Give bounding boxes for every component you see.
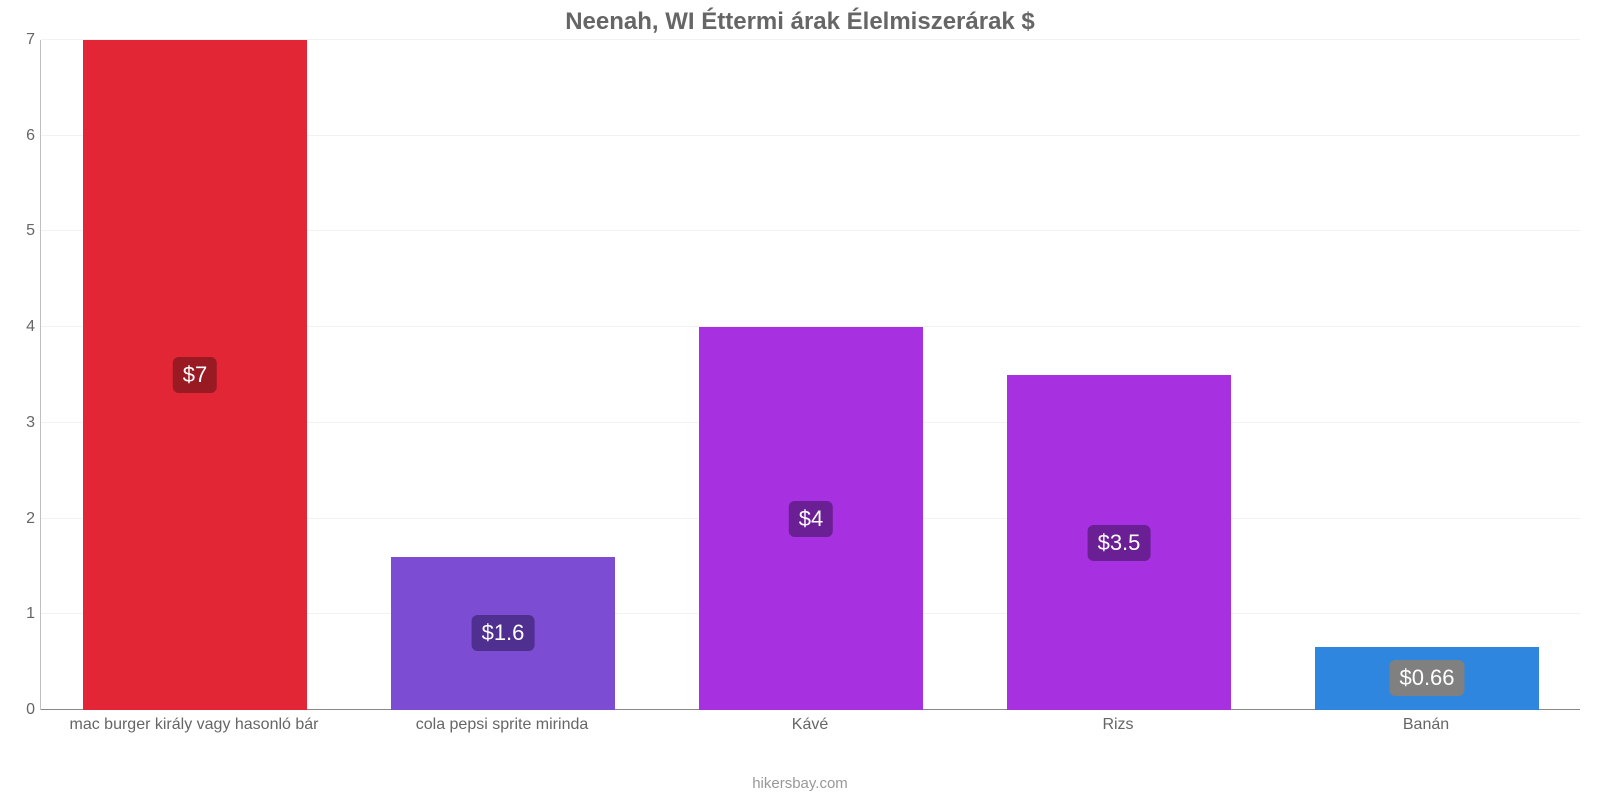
y-tick-label: 7 (13, 31, 35, 49)
y-tick-label: 3 (13, 414, 35, 432)
bar-slot: $7 (41, 40, 349, 710)
value-badge: $3.5 (1088, 525, 1151, 561)
bar-slot: $0.66 (1273, 40, 1581, 710)
bar-slot: $3.5 (965, 40, 1273, 710)
y-tick-label: 6 (13, 127, 35, 145)
credit-text: hikersbay.com (0, 775, 1600, 792)
y-tick-label: 5 (13, 222, 35, 240)
x-axis-labels: mac burger király vagy hasonló bár cola p… (40, 716, 1580, 746)
x-axis-label: cola pepsi sprite mirinda (416, 716, 589, 734)
value-badge: $4 (789, 501, 833, 537)
value-badge: $0.66 (1389, 660, 1464, 696)
plot-area: 01234567 $7$1.6$4$3.5$0.66 (40, 40, 1580, 710)
chart-title: Neenah, WI Éttermi árak Élelmiszerárak $ (0, 0, 1600, 36)
y-tick-label: 0 (13, 701, 35, 719)
value-badge: $7 (173, 357, 217, 393)
bars-container: $7 $1.6 $4 $3.5 $0.66 (41, 40, 1580, 710)
bar-slot: $1.6 (349, 40, 657, 710)
bar-slot: $4 (657, 40, 965, 710)
value-badge: $1.6 (472, 615, 535, 651)
x-axis-label: Banán (1403, 716, 1449, 734)
y-tick-label: 2 (13, 510, 35, 528)
y-tick-label: 4 (13, 318, 35, 336)
x-axis-label: Kávé (792, 716, 828, 734)
y-tick-label: 1 (13, 605, 35, 623)
x-axis-label: mac burger király vagy hasonló bár (69, 716, 318, 734)
x-axis-label: Rizs (1102, 716, 1133, 734)
